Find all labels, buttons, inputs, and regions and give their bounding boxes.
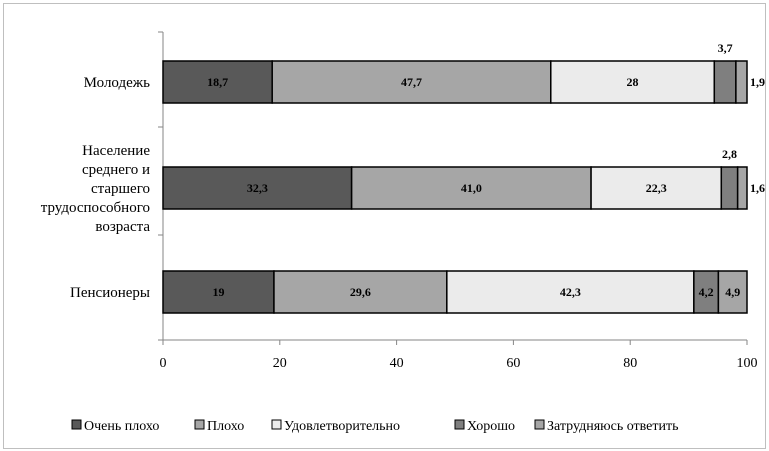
legend-label: Плохо [207, 419, 244, 434]
data-label: 47,7 [401, 75, 422, 89]
bar-segment [736, 61, 747, 103]
category-label: среднего и [82, 162, 150, 178]
category-label: возраста [95, 219, 150, 235]
legend-label: Хорошо [467, 419, 515, 434]
data-label: 42,3 [560, 285, 581, 299]
x-tick-label: 0 [160, 356, 167, 371]
x-tick-label: 20 [273, 356, 287, 371]
category-label: трудоспособного [41, 200, 150, 216]
data-label: 28 [627, 75, 639, 89]
data-label: 32,3 [247, 181, 268, 195]
legend-swatch [72, 420, 81, 429]
legend-swatch [195, 420, 204, 429]
x-tick-label: 80 [623, 356, 637, 371]
data-label: 2,8 [722, 147, 737, 161]
data-label: 4,9 [725, 285, 740, 299]
category-label: Пенсионеры [70, 285, 150, 301]
category-label: Молодежь [84, 75, 150, 91]
data-label: 4,2 [699, 285, 714, 299]
data-label: 1,6 [750, 181, 765, 195]
data-label: 1,9 [750, 75, 765, 89]
legend-swatch [272, 420, 281, 429]
legend-swatch [455, 420, 464, 429]
data-label: 18,7 [207, 75, 228, 89]
bar-segment [721, 167, 737, 209]
legend-label: Затрудняюсь ответить [547, 419, 679, 434]
x-tick-label: 100 [737, 356, 758, 371]
x-tick-label: 40 [390, 356, 404, 371]
bar-segment [738, 167, 747, 209]
x-tick-label: 60 [506, 356, 520, 371]
data-label: 19 [212, 285, 224, 299]
data-label: 3,7 [718, 41, 733, 55]
legend-label: Очень плохо [84, 419, 159, 434]
legend-label: Удовлетворительно [284, 419, 400, 434]
data-label: 29,6 [350, 285, 371, 299]
legend-swatch [535, 420, 544, 429]
data-label: 22,3 [646, 181, 667, 195]
category-label: старшего [91, 181, 150, 197]
data-label: 41,0 [461, 181, 482, 195]
bar-segment [714, 61, 736, 103]
category-label: Население [82, 143, 150, 159]
